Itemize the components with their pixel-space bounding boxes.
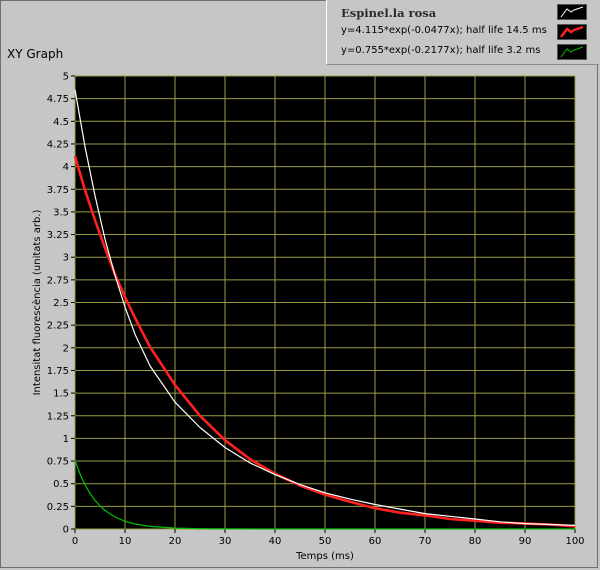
x-tick-label: 0	[72, 536, 78, 547]
x-tick-label: 70	[419, 536, 432, 547]
legend-row-data[interactable]: Espinel.la rosa	[327, 2, 599, 23]
y-tick-label: 2	[63, 343, 69, 354]
grid-lines	[74, 75, 576, 530]
legend-row-fit1[interactable]: y=4.115*exp(-0.0477x); half life 14.5 ms	[327, 22, 599, 43]
y-tick-label: 2.75	[47, 275, 69, 286]
y-tick-label: 1.75	[47, 366, 69, 377]
x-tick-label: 20	[169, 536, 182, 547]
x-tick-label: 80	[469, 536, 482, 547]
data-series	[73, 89, 576, 530]
x-tick-label: 40	[269, 536, 282, 547]
legend-label-fit1: y=4.115*exp(-0.0477x); half life 14.5 ms	[341, 25, 547, 36]
legend-swatch-data[interactable]	[557, 4, 587, 20]
y-tick-label: 0.75	[47, 457, 69, 468]
y-tick-label: 4.75	[47, 94, 69, 105]
y-tick-label: 4	[63, 162, 69, 173]
plot-legend[interactable]: Espinel.la rosa y=4.115*exp(-0.0477x); h…	[326, 0, 599, 65]
x-tick-label: 30	[219, 536, 232, 547]
y-tick-label: 3.75	[47, 185, 69, 196]
y-tick-label: 3.5	[53, 207, 69, 218]
x-tick-label: 10	[119, 536, 132, 547]
legend-swatch-fit1[interactable]	[557, 24, 587, 40]
y-tick-label: 3	[63, 253, 69, 264]
y-tick-label: 1	[63, 434, 69, 445]
legend-row-fit2[interactable]: y=0.755*exp(-0.2177x); half life 3.2 ms	[327, 42, 599, 63]
y-tick-label: 5	[63, 72, 69, 83]
y-tick-label: 2.25	[47, 321, 69, 332]
x-axis-ticks: 0 10 20 30 40 50 60 70 80 90 100	[72, 529, 585, 547]
legend-label-fit2: y=0.755*exp(-0.2177x); half life 3.2 ms	[341, 45, 541, 56]
y-tick-label: 0.5	[53, 479, 69, 490]
y-tick-label: 3.25	[47, 230, 69, 241]
x-axis-title: Temps (ms)	[295, 551, 354, 562]
graph-title: XY Graph	[7, 47, 64, 61]
series-line-fit2	[74, 460, 575, 530]
x-tick-label: 50	[319, 536, 332, 547]
x-tick-label: 60	[369, 536, 382, 547]
y-tick-label: 0.25	[47, 502, 69, 513]
y-tick-label: 1.25	[47, 411, 69, 422]
y-tick-label: 2.5	[53, 298, 69, 309]
y-tick-label: 4.25	[47, 139, 69, 150]
x-tick-label: 90	[519, 536, 532, 547]
y-axis-title: Intensitat fluorescència (unitats arb.)	[31, 210, 43, 396]
y-axis-ticks: 0 0.25 0.5 0.75 1 1.25 1.5 1.75 2 2.25 2.5 2.75 3 3.2…	[47, 72, 75, 536]
y-tick-label: 1.5	[53, 389, 69, 400]
y-tick-label: 4.5	[53, 117, 69, 128]
y-tick-label: 0	[63, 525, 69, 536]
x-tick-label: 100	[565, 536, 584, 547]
series-line-data	[74, 89, 576, 526]
legend-title: Espinel.la rosa	[341, 6, 437, 20]
legend-swatch-fit2[interactable]	[557, 44, 587, 60]
